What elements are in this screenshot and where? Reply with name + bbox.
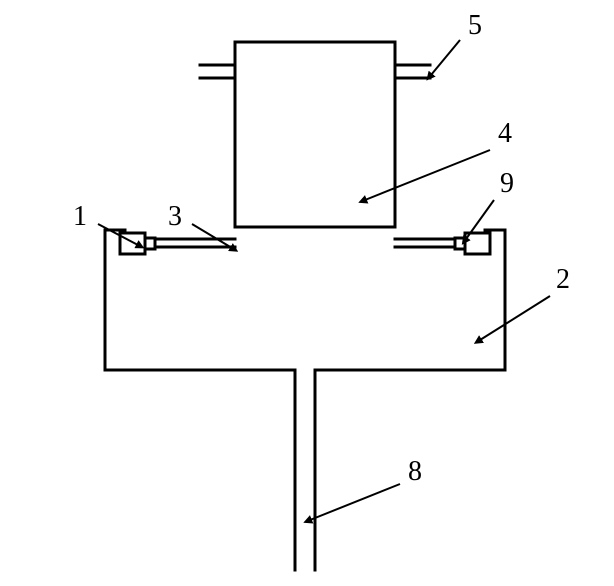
callout-label-4: 4 bbox=[498, 118, 512, 149]
callout-label-3: 3 bbox=[168, 201, 182, 232]
callout-label-2: 2 bbox=[556, 264, 570, 295]
callout-label-8: 8 bbox=[408, 456, 422, 487]
engineering-diagram: 5 4 9 1 3 2 8 bbox=[0, 0, 614, 586]
callout-label-1: 1 bbox=[73, 201, 87, 232]
callout-label-5: 5 bbox=[468, 10, 482, 41]
callout-label-9: 9 bbox=[500, 168, 514, 199]
